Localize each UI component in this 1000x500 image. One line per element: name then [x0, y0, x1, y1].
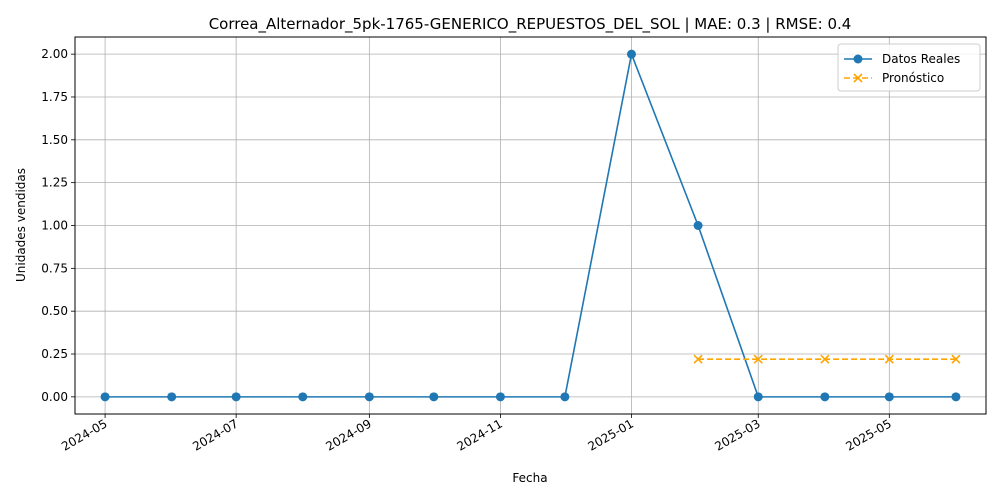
chart-legend: Datos Reales Pronóstico [837, 43, 981, 92]
y-tick-label: 1.00 [41, 219, 68, 233]
x-tick-label: 2025-01 [586, 416, 636, 453]
x-tick-label: 2024-09 [323, 416, 373, 453]
x-axis-label: Fecha [512, 471, 547, 485]
data-point-datos-reales [167, 392, 177, 402]
y-tick-label: 1.75 [41, 90, 68, 104]
data-point-datos-reales [884, 392, 894, 402]
data-point-datos-reales [626, 49, 636, 59]
data-point-datos-reales [298, 392, 308, 402]
data-point-pronostico [951, 354, 961, 364]
data-point-datos-reales [753, 392, 763, 402]
y-tick-label: 0.00 [41, 390, 68, 404]
y-tick-label: 2.00 [41, 47, 68, 61]
y-axis-label: Unidades vendidas [14, 168, 28, 282]
data-point-datos-reales [693, 221, 703, 230]
data-point-pronostico [884, 354, 894, 364]
series-line-datos-reales [105, 51, 956, 398]
series-layer [100, 49, 961, 402]
x-tick-label: 2024-05 [59, 416, 109, 453]
grid-lines [75, 37, 986, 414]
legend-marker [853, 73, 863, 83]
x-tick-label: 2025-05 [843, 416, 893, 453]
x-tick-label: 2025-03 [712, 416, 762, 453]
axis-ticks: 2024-05 2024-07 2024-09 2024-11 2025-01 2025-… [41, 47, 894, 454]
data-point-pronostico [693, 354, 703, 364]
x-tick-label: 2024-07 [190, 416, 240, 453]
y-tick-label: 0.50 [41, 304, 68, 318]
data-point-datos-reales [495, 392, 505, 402]
legend-label: Datos Reales [882, 52, 960, 66]
x-tick-label: 2024-11 [454, 416, 504, 453]
y-tick-label: 1.50 [41, 133, 68, 147]
data-point-datos-reales [951, 392, 961, 402]
data-point-datos-reales [231, 392, 241, 402]
y-tick-label: 0.25 [41, 347, 68, 361]
data-point-datos-reales [100, 392, 110, 402]
data-point-datos-reales [820, 392, 830, 402]
data-point-datos-reales [429, 392, 439, 402]
data-point-pronostico [753, 354, 763, 364]
chart-title: Correa_Alternador_5pk-1765-GENERICO_REPU… [209, 15, 852, 34]
y-tick-label: 1.25 [41, 176, 68, 190]
legend-box [837, 43, 981, 92]
legend-marker [853, 54, 863, 64]
data-point-datos-reales [364, 392, 374, 402]
y-tick-label: 0.75 [41, 261, 68, 275]
data-point-datos-reales [560, 392, 570, 402]
legend-label: Pronóstico [882, 71, 944, 85]
data-point-pronostico [820, 354, 830, 364]
